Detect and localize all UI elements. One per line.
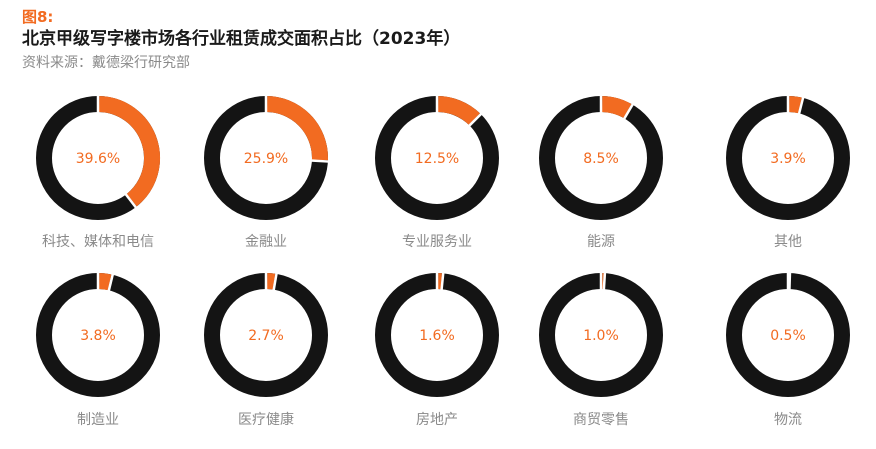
donut-5: 3.9% 其他 [726, 95, 850, 250]
donut-category-label: 商贸零售 [573, 412, 629, 428]
donut-value-label: 8.5% [583, 151, 619, 167]
donut-value-label: 3.9% [770, 151, 806, 167]
donut-value-label: 3.8% [80, 328, 116, 344]
donut-value-label: 0.5% [770, 328, 806, 344]
donut-value-label: 1.6% [419, 328, 455, 344]
donut-2: 25.9% 金融业 [204, 95, 329, 250]
donut-value-label: 12.5% [415, 151, 459, 167]
donut-share-arc [266, 96, 328, 161]
figure-label: 图8: [22, 8, 54, 26]
donut-separator [272, 272, 278, 291]
donut-value-label: 25.9% [244, 151, 288, 167]
donut-category-label: 医疗健康 [238, 411, 294, 428]
donut-10: 0.5% 物流 [726, 271, 850, 428]
donut-category-label: 能源 [587, 234, 615, 250]
donut-7: 2.7% 医疗健康 [204, 272, 328, 428]
donut-separator [788, 271, 792, 291]
donut-share-arc [437, 96, 480, 126]
donut-value-label: 2.7% [248, 328, 284, 344]
donut-value-label: 1.0% [583, 328, 619, 344]
donut-separator [797, 96, 805, 115]
donut-separator [310, 159, 329, 163]
donut-separator [602, 272, 607, 291]
donut-share-arc [266, 273, 276, 290]
donut-category-label: 科技、媒体和电信 [42, 234, 154, 250]
donut-category-label: 物流 [774, 412, 802, 428]
source-note: 资料来源：戴德梁行研究部 [22, 55, 190, 71]
donut-category-label: 制造业 [77, 412, 119, 428]
donut-4: 8.5% 能源 [539, 95, 663, 250]
donut-3: 12.5% 专业服务业 [375, 95, 499, 250]
donut-separator [107, 273, 115, 292]
donut-category-label: 金融业 [245, 234, 287, 250]
donut-1: 39.6% 科技、媒体和电信 [36, 95, 160, 250]
donut-category-label: 专业服务业 [402, 234, 472, 250]
donut-separator [622, 103, 635, 120]
donut-share-arc [788, 96, 802, 114]
donut-9: 1.0% 商贸零售 [539, 272, 663, 428]
donut-separator [467, 112, 483, 128]
donut-6: 3.8% 制造业 [36, 272, 160, 428]
donut-category-label: 其他 [774, 234, 802, 250]
donut-share-arc [98, 96, 160, 207]
donut-category-label: 房地产 [416, 412, 458, 428]
donut-8: 1.6% 房地产 [375, 272, 499, 428]
donut-value-label: 39.6% [76, 151, 120, 167]
donut-separator [440, 272, 445, 291]
donut-separator [124, 192, 138, 209]
donut-share-arc [601, 96, 632, 119]
chart-title: 北京甲级写字楼市场各行业租赁成交面积占比（2023年） [22, 29, 461, 49]
donut-share-arc [98, 273, 112, 291]
